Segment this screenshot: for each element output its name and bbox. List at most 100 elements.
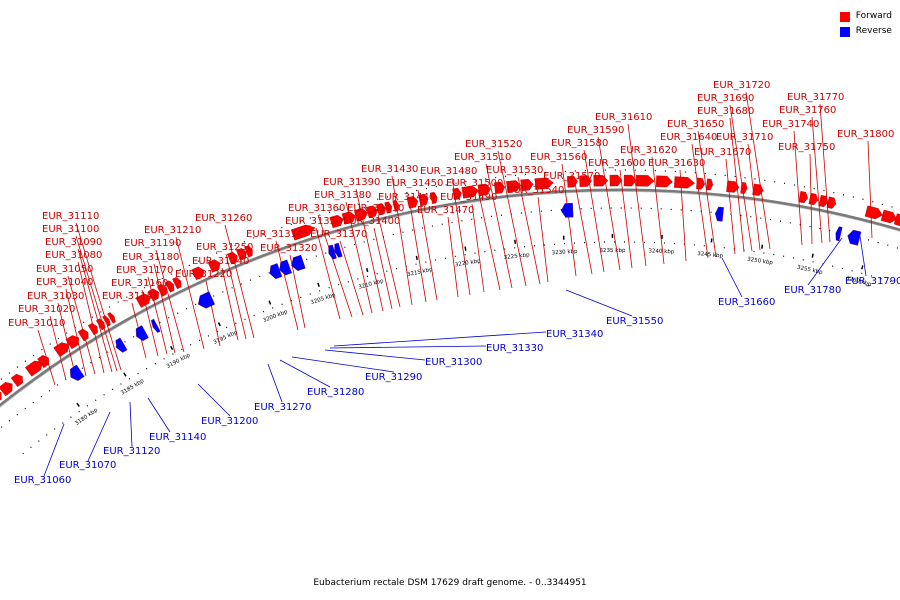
forward-gene-label: EUR_31620 [620, 145, 677, 156]
forward-gene-leader-line [819, 103, 831, 243]
reverse-gene-leader-line [87, 411, 111, 462]
forward-gene-leader-line [477, 189, 501, 291]
forward-gene-leader-line [315, 227, 341, 320]
forward-gene-leader-line [627, 123, 647, 267]
reverse-gene-leader-line [807, 237, 843, 286]
forward-gene-leader-line [373, 227, 393, 310]
gene-layer [0, 174, 900, 401]
forward-gene-leader-line [811, 116, 823, 244]
reverse-gene-arrow [715, 206, 724, 222]
forward-gene-leader-line [471, 203, 485, 293]
reverse-gene-label: EUR_31550 [606, 316, 663, 327]
reverse-gene-arrow [835, 226, 843, 242]
reverse-gene-arrow [291, 254, 306, 271]
forward-gene-arrow [706, 178, 714, 191]
forward-gene-leader-line [153, 263, 176, 354]
forward-gene-label: EUR_31750 [778, 142, 835, 153]
forward-gene-arrow [236, 248, 247, 261]
forward-gene-arrow [740, 182, 748, 194]
forward-gene-arrow [567, 175, 578, 188]
reverse-gene-leader-line [43, 423, 65, 477]
forward-gene-arrow [156, 284, 167, 297]
forward-gene-arrow [864, 205, 883, 220]
tick-label: 3245 kbp [697, 251, 724, 260]
forward-gene-arrow [65, 335, 80, 350]
tick-label: 3180 kbp [74, 407, 99, 427]
tick-label: 3255 kbp [796, 265, 823, 276]
forward-gene-arrow [534, 177, 554, 190]
forward-gene-label: EUR_31770 [787, 92, 844, 103]
reverse-gene-leader-line [859, 235, 867, 277]
forward-gene-arrow [418, 193, 429, 207]
reverse-gene-label: EUR_31330 [486, 343, 543, 354]
forward-gene-arrow [477, 183, 491, 197]
forward-gene-arrow [10, 373, 23, 388]
legend: Forward Reverse [839, 9, 892, 39]
forward-gene-arrow [207, 259, 221, 273]
forward-gene-label: EUR_31090 [45, 237, 102, 248]
forward-gene-label: EUR_31160 [111, 278, 168, 289]
forward-gene-leader-line [377, 214, 401, 308]
tick-mark [317, 282, 320, 288]
forward-gene-label: EUR_31740 [762, 119, 819, 130]
reverse-gene-leader-line [129, 401, 133, 448]
forward-gene-arrow [341, 211, 356, 225]
forward-gene-label: EUR_31630 [648, 158, 705, 169]
reverse-gene-label: EUR_31140 [149, 432, 206, 443]
forward-gene-label: EUR_31690 [697, 93, 754, 104]
forward-gene-label: EUR_31150 [102, 291, 159, 302]
forward-gene-arrow [726, 180, 740, 193]
forward-gene-leader-line [561, 163, 577, 277]
backbone-layer [0, 188, 900, 408]
forward-gene-arrow [430, 192, 438, 204]
forward-gene-label: EUR_31370 [310, 229, 367, 240]
forward-gene-arrow [392, 199, 400, 212]
forward-gene-arrow [623, 174, 637, 187]
forward-gene-arrow [366, 205, 378, 219]
forward-gene-leader-line [447, 216, 459, 298]
reverse-gene-leader-line [291, 356, 395, 373]
reverse-gene-label: EUR_31290 [365, 372, 422, 383]
forward-gene-label: EUR_31240 [192, 256, 249, 267]
tick-mark [170, 345, 174, 351]
forward-gene-arrow [520, 178, 534, 191]
forward-gene-label: EUR_31580 [551, 138, 608, 149]
tick-mark [861, 265, 864, 270]
tick-label: 3225 kbp [503, 252, 530, 261]
forward-gene-label: EUR_31260 [195, 213, 252, 224]
forward-gene-arrow [826, 196, 837, 209]
legend-forward-label: Forward [855, 11, 892, 21]
forward-gene-leader-line [339, 240, 364, 316]
forward-gene-leader-line [77, 248, 113, 373]
reverse-gene-label: EUR_31300 [425, 357, 482, 368]
forward-gene-label: EUR_31490 [440, 192, 497, 203]
reverse-gene-label: EUR_31780 [784, 285, 841, 296]
forward-gene-label: EUR_31080 [45, 250, 102, 261]
forward-gene-arrow [696, 177, 705, 190]
forward-gene-arrow [37, 355, 50, 369]
forward-gene-label: EUR_31250 [196, 242, 253, 253]
forward-gene-label: EUR_31210 [144, 225, 201, 236]
forward-gene-leader-line [517, 176, 541, 285]
forward-gene-label: EUR_31760 [779, 105, 836, 116]
forward-gene-label: EUR_31400 [343, 216, 400, 227]
forward-gene-leader-line [77, 261, 105, 374]
legend-item-reverse: Reverse [839, 24, 892, 39]
forward-gene-leader-line [221, 267, 239, 341]
forward-gene-leader-line [317, 214, 353, 318]
tick-label: 3230 kbp [552, 249, 579, 257]
forward-gene-label: EUR_31720 [713, 80, 770, 91]
gene-labels: EUR_31010 EUR_31020 EUR_31030 EUR_31040 EUR_… [8, 80, 900, 486]
forward-gene-label: EUR_31470 [417, 205, 474, 216]
forward-gene-arrow [165, 280, 175, 293]
forward-gene-arrow [102, 315, 111, 327]
forward-gene-arrow [506, 180, 522, 193]
tick-label: 3210 kbp [358, 278, 385, 291]
reverse-gene-arrow [135, 325, 149, 342]
reverse-gene-leader-line [279, 359, 331, 388]
reverse-swatch [839, 26, 850, 37]
forward-gene-leader-line [75, 235, 118, 372]
forward-gene-arrow [461, 185, 479, 199]
forward-gene-arrow [147, 288, 159, 302]
forward-gene-label: EUR_31500 [446, 178, 503, 189]
